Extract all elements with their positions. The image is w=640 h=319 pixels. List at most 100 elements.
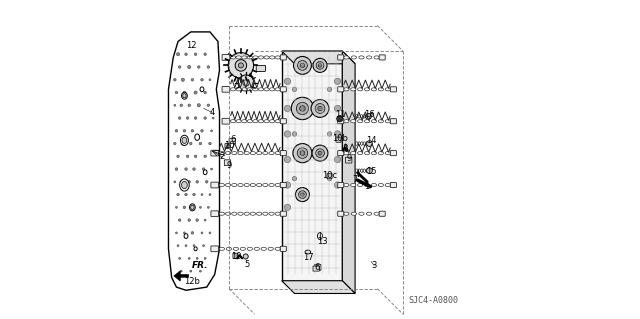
Ellipse shape (247, 56, 252, 59)
Circle shape (209, 232, 211, 234)
Circle shape (180, 104, 182, 107)
Ellipse shape (275, 152, 280, 155)
Circle shape (185, 168, 188, 170)
Ellipse shape (344, 120, 349, 123)
Text: 10: 10 (231, 252, 242, 261)
Ellipse shape (250, 152, 255, 155)
Circle shape (292, 176, 297, 181)
Ellipse shape (305, 250, 311, 254)
Circle shape (243, 254, 248, 259)
FancyBboxPatch shape (313, 266, 319, 271)
Ellipse shape (363, 115, 365, 118)
Text: 6: 6 (230, 135, 236, 144)
FancyBboxPatch shape (280, 87, 286, 92)
Ellipse shape (227, 247, 232, 250)
Ellipse shape (371, 120, 376, 123)
Ellipse shape (367, 56, 372, 59)
Text: 10c: 10c (323, 171, 337, 180)
Circle shape (197, 104, 200, 107)
Circle shape (204, 53, 207, 56)
Circle shape (207, 66, 210, 68)
Circle shape (183, 206, 186, 209)
Text: 4: 4 (209, 108, 215, 117)
Ellipse shape (182, 92, 188, 99)
Circle shape (191, 78, 194, 81)
Circle shape (188, 104, 191, 107)
Circle shape (292, 87, 297, 92)
Ellipse shape (238, 212, 243, 215)
Ellipse shape (262, 212, 268, 215)
Circle shape (204, 219, 206, 221)
Circle shape (195, 53, 197, 56)
Circle shape (298, 61, 307, 70)
Ellipse shape (230, 56, 236, 59)
FancyBboxPatch shape (222, 118, 230, 124)
Ellipse shape (261, 247, 266, 250)
Circle shape (185, 245, 187, 247)
Circle shape (315, 104, 325, 113)
Ellipse shape (385, 183, 390, 187)
Circle shape (186, 155, 189, 158)
Circle shape (181, 142, 184, 145)
Circle shape (209, 194, 211, 196)
Ellipse shape (240, 247, 246, 250)
Ellipse shape (182, 137, 187, 144)
Circle shape (194, 91, 197, 94)
Circle shape (181, 78, 184, 81)
Ellipse shape (351, 88, 356, 91)
Ellipse shape (195, 134, 200, 140)
Circle shape (189, 142, 192, 145)
Text: 17: 17 (303, 253, 314, 262)
Circle shape (175, 232, 177, 234)
Ellipse shape (180, 179, 189, 191)
Ellipse shape (366, 169, 368, 172)
Ellipse shape (358, 88, 363, 91)
Polygon shape (174, 271, 189, 281)
Circle shape (211, 130, 212, 132)
Circle shape (200, 270, 202, 272)
Ellipse shape (191, 205, 194, 210)
Ellipse shape (238, 183, 243, 187)
Ellipse shape (250, 183, 255, 187)
FancyBboxPatch shape (280, 246, 286, 251)
Circle shape (313, 58, 327, 72)
Ellipse shape (365, 115, 367, 118)
Circle shape (186, 117, 189, 119)
Circle shape (334, 182, 340, 188)
Polygon shape (282, 51, 342, 281)
Ellipse shape (364, 183, 370, 187)
Circle shape (175, 206, 177, 208)
Circle shape (284, 204, 291, 211)
Circle shape (292, 132, 297, 136)
FancyBboxPatch shape (280, 55, 286, 60)
Ellipse shape (225, 183, 231, 187)
Circle shape (365, 114, 371, 119)
Ellipse shape (236, 120, 241, 123)
FancyBboxPatch shape (211, 150, 218, 156)
FancyBboxPatch shape (225, 144, 230, 149)
Ellipse shape (364, 169, 365, 172)
Circle shape (207, 104, 210, 107)
Circle shape (196, 181, 198, 183)
Ellipse shape (364, 88, 370, 91)
Ellipse shape (371, 183, 376, 187)
Circle shape (204, 257, 206, 259)
FancyBboxPatch shape (327, 174, 332, 179)
FancyBboxPatch shape (390, 182, 396, 188)
Ellipse shape (238, 152, 243, 155)
Text: 11: 11 (335, 110, 346, 119)
Ellipse shape (361, 169, 363, 172)
Ellipse shape (356, 169, 358, 172)
Circle shape (191, 206, 194, 209)
Circle shape (367, 168, 372, 174)
Circle shape (316, 149, 324, 158)
Ellipse shape (250, 212, 255, 215)
Ellipse shape (361, 142, 363, 145)
Ellipse shape (369, 142, 371, 145)
Ellipse shape (275, 56, 280, 59)
Polygon shape (168, 32, 220, 290)
Ellipse shape (356, 115, 358, 118)
Polygon shape (282, 51, 355, 64)
Circle shape (202, 168, 205, 170)
FancyBboxPatch shape (211, 246, 218, 252)
